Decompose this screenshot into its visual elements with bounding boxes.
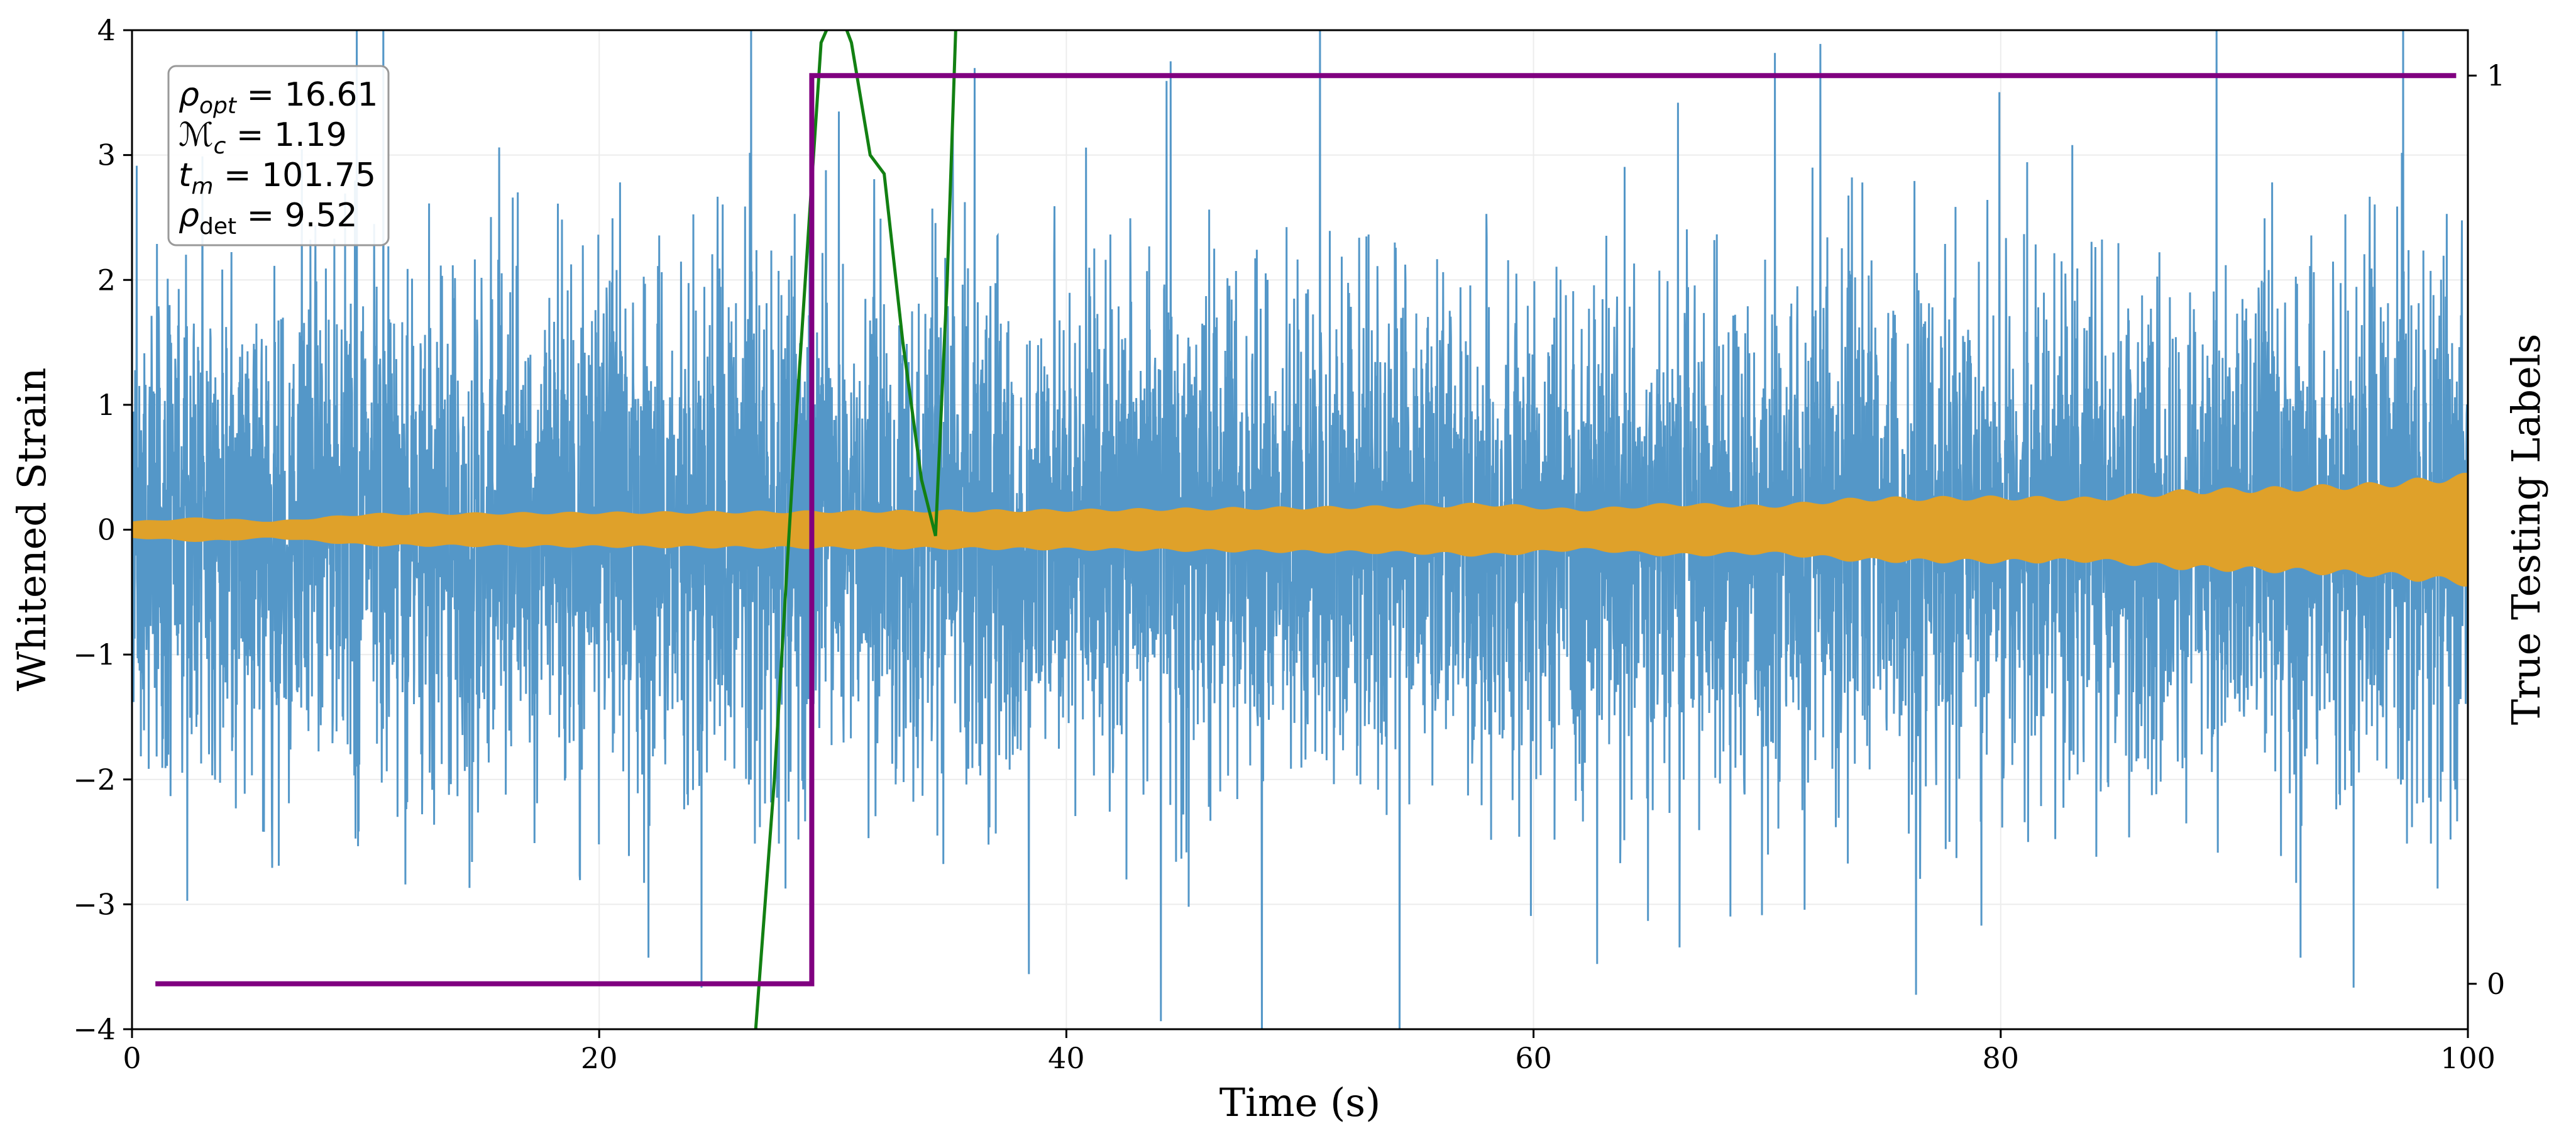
y-tick-label: 2 xyxy=(97,263,116,297)
annotation-line: ρopt = 16.61 xyxy=(179,76,378,119)
x-tick-label: 40 xyxy=(1048,1041,1085,1075)
series-injected-signal xyxy=(132,472,2468,587)
y-tick-label: 3 xyxy=(97,138,116,172)
y-right-tick-label: 0 xyxy=(2487,967,2505,1001)
y-axis-label: Whitened Strain xyxy=(9,368,55,692)
y-tick-label: 1 xyxy=(97,388,116,422)
series-prediction xyxy=(754,30,957,1029)
series-true-label xyxy=(155,73,2457,986)
y-tick-label: 0 xyxy=(97,513,116,547)
x-axis: 0 20 40 60 80 100 xyxy=(123,1029,2496,1075)
y-tick-label: 4 xyxy=(97,13,116,47)
x-tick-label: 0 xyxy=(123,1041,141,1075)
y-tick-label: −3 xyxy=(73,887,116,921)
y-axis: −4 −3 −2 −1 0 1 2 3 4 xyxy=(73,13,132,1046)
y-tick-label: −2 xyxy=(73,763,116,797)
x-tick-label: 80 xyxy=(1983,1041,2020,1075)
y-right-tick-label: 1 xyxy=(2487,58,2505,92)
x-tick-label: 100 xyxy=(2440,1041,2496,1075)
x-tick-label: 60 xyxy=(1515,1041,1552,1075)
x-axis-label: Time (s) xyxy=(1219,1080,1381,1125)
x-tick-label: 20 xyxy=(581,1041,618,1075)
y-axis-right: 01 xyxy=(2468,58,2505,1001)
y-tick-label: −4 xyxy=(73,1012,116,1046)
y-tick-label: −1 xyxy=(73,638,116,671)
annotation-line: tm = 101.75 xyxy=(179,157,376,199)
annotation-line: ρdet = 9.52 xyxy=(179,197,358,240)
annotation-line: ℳc = 1.19 xyxy=(179,116,347,159)
y-axis-right-label: True Testing Labels xyxy=(2503,334,2549,726)
